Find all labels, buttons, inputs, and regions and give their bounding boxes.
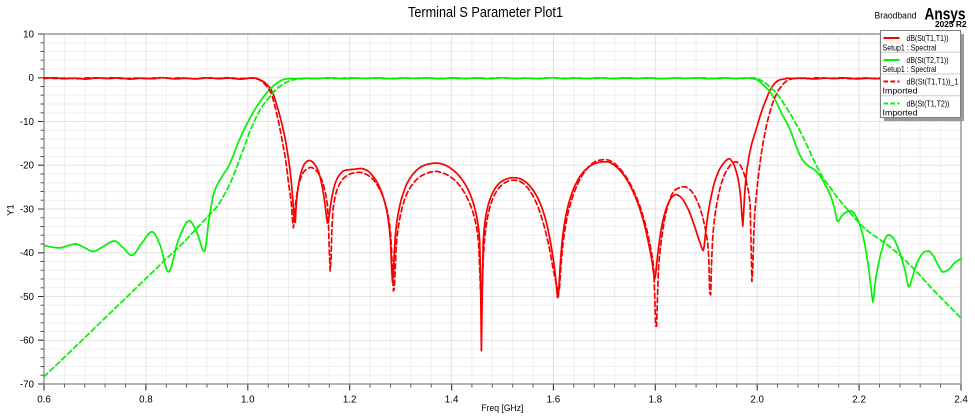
- svg-text:1.6: 1.6: [547, 395, 561, 406]
- svg-text:-10: -10: [20, 117, 35, 128]
- svg-text:Terminal S Parameter Plot1: Terminal S Parameter Plot1: [408, 5, 563, 21]
- svg-text:Braodband: Braodband: [875, 11, 917, 22]
- svg-text:dB(St(T1,T1))_1: dB(St(T1,T1))_1: [907, 78, 959, 87]
- svg-text:2.0: 2.0: [750, 395, 764, 406]
- svg-text:Setup1 : Spectral: Setup1 : Spectral: [883, 65, 937, 74]
- svg-text:1.4: 1.4: [445, 395, 459, 406]
- svg-text:2.2: 2.2: [852, 395, 866, 406]
- svg-text:Setup1 : Spectral: Setup1 : Spectral: [883, 44, 937, 53]
- svg-text:dB(St(T2,T1)): dB(St(T2,T1)): [907, 56, 949, 65]
- svg-text:1.0: 1.0: [241, 395, 255, 406]
- svg-text:1.8: 1.8: [648, 395, 662, 406]
- svg-text:dB(St(T1,T2)): dB(St(T1,T2)): [907, 100, 950, 109]
- svg-text:10: 10: [23, 29, 34, 40]
- svg-text:Ansys: Ansys: [925, 4, 966, 23]
- svg-text:Imported: Imported: [883, 87, 918, 96]
- svg-text:dB(St(T1,T1)): dB(St(T1,T1)): [907, 34, 949, 43]
- svg-text:2025 R2: 2025 R2: [935, 19, 967, 29]
- svg-text:Imported: Imported: [883, 109, 918, 118]
- svg-text:-60: -60: [20, 336, 35, 347]
- svg-text:-30: -30: [20, 204, 35, 215]
- svg-text:-70: -70: [20, 379, 35, 390]
- svg-text:Y1: Y1: [6, 204, 17, 216]
- svg-text:0: 0: [29, 73, 35, 84]
- svg-text:0.6: 0.6: [37, 395, 51, 406]
- svg-text:-40: -40: [20, 248, 35, 259]
- svg-text:2.4: 2.4: [954, 395, 968, 406]
- svg-text:-20: -20: [20, 161, 35, 172]
- svg-text:-50: -50: [20, 292, 35, 303]
- svg-text:Freq [GHz]: Freq [GHz]: [481, 403, 523, 413]
- svg-text:0.8: 0.8: [139, 395, 153, 406]
- svg-text:1.2: 1.2: [343, 395, 357, 406]
